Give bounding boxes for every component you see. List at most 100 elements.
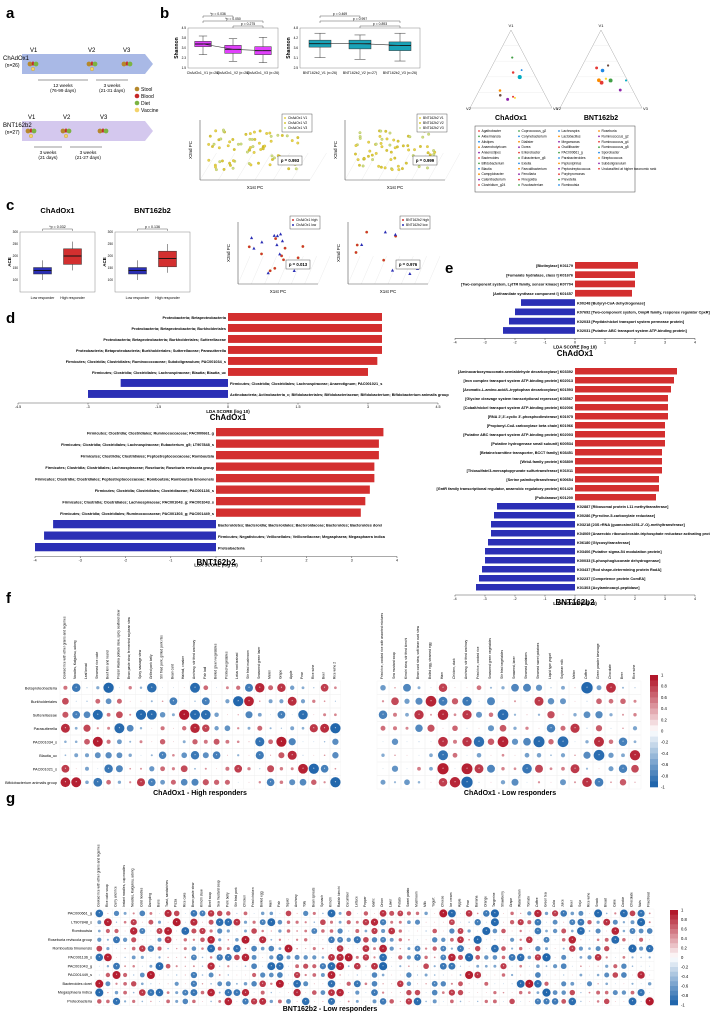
colorbar-segment bbox=[650, 703, 658, 709]
column-label: Soju bbox=[578, 900, 582, 907]
lda-bar bbox=[228, 324, 382, 332]
heat-circle bbox=[207, 944, 216, 953]
significance-star: * bbox=[546, 938, 548, 942]
heat-circle bbox=[578, 910, 584, 916]
significance-star: * bbox=[133, 929, 135, 933]
x-tick-label: 1 bbox=[604, 340, 606, 344]
grid-line bbox=[254, 152, 272, 181]
x-tick-label: Low responder bbox=[31, 296, 56, 300]
heat-circle bbox=[417, 686, 421, 690]
row-label: PAC001021_s bbox=[33, 767, 57, 771]
grid-line bbox=[309, 152, 327, 181]
ternary-legend-box bbox=[474, 125, 636, 193]
column-label: Rice cake bbox=[182, 892, 186, 907]
y-tick-label: 250 bbox=[13, 242, 19, 246]
significance-star: * bbox=[430, 699, 432, 703]
heat-circle bbox=[457, 945, 464, 952]
heat-circle bbox=[390, 920, 394, 924]
heat-circle bbox=[485, 921, 487, 923]
heat-circle bbox=[338, 920, 342, 924]
x-tick-label: 2 bbox=[634, 597, 636, 601]
scatter-point bbox=[401, 144, 405, 148]
heat-circle bbox=[501, 955, 506, 960]
heat-circle bbox=[547, 697, 555, 705]
heat-circle bbox=[439, 909, 448, 918]
heat-circle bbox=[132, 991, 135, 994]
legend-label: Clostridium_g24 bbox=[482, 183, 506, 187]
heat-circle bbox=[484, 999, 488, 1004]
heat-circle bbox=[379, 919, 387, 926]
heat-circle bbox=[336, 953, 344, 962]
scatter-point bbox=[379, 165, 383, 169]
heat-circle bbox=[525, 979, 534, 988]
significance-star: * bbox=[640, 920, 642, 924]
heat-circle bbox=[180, 765, 188, 773]
legend-label: Bifidobacterium bbox=[482, 161, 505, 165]
column-label: Coffee bbox=[535, 897, 539, 907]
heat-circle bbox=[183, 687, 185, 689]
column-label: Pork belly bbox=[225, 892, 229, 907]
heat-circle bbox=[432, 999, 437, 1004]
heat-circle bbox=[328, 936, 335, 944]
significance-star: * bbox=[176, 920, 178, 924]
heat-circle bbox=[382, 983, 384, 985]
heat-circle bbox=[586, 700, 588, 702]
row-label: Burkholderiales bbox=[31, 700, 57, 704]
heat-circle bbox=[319, 963, 327, 970]
lda-bar-label: Firmicutes; Clostridia; Clostridiales; L… bbox=[92, 371, 226, 375]
heat-circle bbox=[476, 964, 480, 968]
significance-star: * bbox=[632, 929, 634, 933]
panel-label-e: e bbox=[445, 260, 453, 277]
heat-circle bbox=[289, 779, 296, 786]
heat-circle bbox=[62, 697, 69, 705]
heat-circle bbox=[542, 988, 551, 997]
significance-star: * bbox=[391, 929, 393, 933]
scatter-point bbox=[371, 158, 374, 161]
colorbar-segment bbox=[650, 708, 658, 715]
scatter-point bbox=[253, 130, 256, 134]
heat-circle bbox=[554, 983, 556, 985]
significance-star: * bbox=[219, 920, 221, 924]
lda-bar bbox=[575, 431, 665, 438]
heat-circle bbox=[638, 928, 644, 934]
colorbar-segment bbox=[670, 971, 678, 977]
column-label: Toast, sandwiches bbox=[165, 880, 169, 907]
heat-circle bbox=[114, 928, 119, 934]
column-label: Nuts bbox=[638, 900, 642, 907]
heat-circle bbox=[253, 913, 255, 914]
heat-circle bbox=[392, 726, 398, 731]
significance-star: * bbox=[649, 1000, 651, 1004]
lda-bar-label: K00248 [Butyryl-CoA dehydrogenase] bbox=[577, 301, 646, 305]
scatter-point bbox=[365, 230, 369, 234]
heat-circle bbox=[167, 983, 169, 985]
lda-bar-label: K04069 [Anaerobic ribonucleoside-triphos… bbox=[577, 532, 710, 536]
heat-circle bbox=[74, 753, 79, 758]
heat-circle bbox=[535, 684, 543, 691]
heat-circle bbox=[378, 962, 388, 971]
heat-circle bbox=[171, 767, 175, 771]
column-label: Laver bbox=[389, 898, 393, 907]
heat-circle bbox=[184, 965, 186, 967]
heat-circle bbox=[608, 739, 614, 745]
heat-circle bbox=[103, 682, 114, 693]
heat-circle bbox=[398, 938, 403, 942]
column-label: Yogurt bbox=[432, 898, 436, 907]
significance-star: * bbox=[238, 699, 240, 703]
heat-circle bbox=[260, 990, 265, 995]
heat-circle bbox=[244, 929, 247, 933]
significance-star: * bbox=[442, 713, 444, 717]
heat-circle bbox=[244, 947, 247, 950]
column-label: Rice wine bbox=[311, 665, 315, 679]
heat-circle bbox=[135, 709, 147, 720]
x-tick-label: 4 bbox=[694, 340, 696, 344]
significance-star: * bbox=[597, 912, 599, 916]
legend-swatch bbox=[284, 127, 286, 129]
heat-circle bbox=[255, 737, 265, 747]
significance-star: * bbox=[288, 947, 290, 951]
scatter-point bbox=[393, 232, 397, 236]
blood-drop bbox=[90, 61, 94, 66]
heat-circle bbox=[105, 981, 111, 987]
x-tick-label: ChAdOx1_V1 (n=26) bbox=[187, 71, 220, 75]
heat-circle bbox=[277, 683, 286, 692]
